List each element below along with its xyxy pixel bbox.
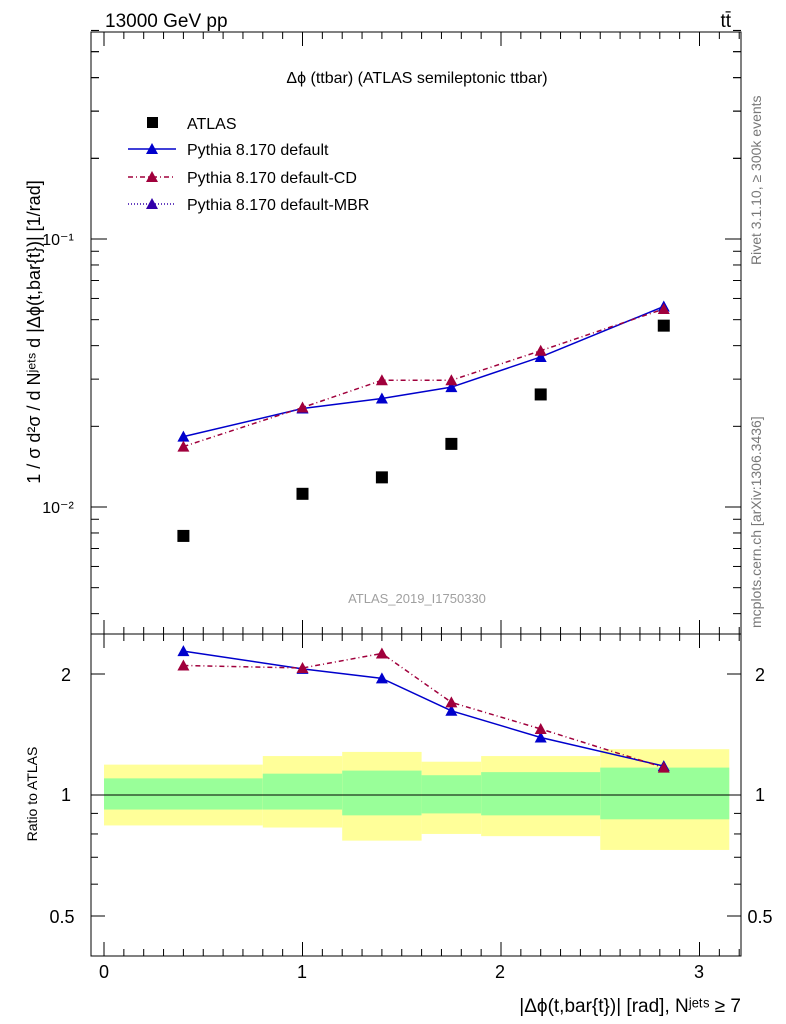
legend-marker-default-mbr [146, 198, 158, 209]
ratio-plot-frame [90, 633, 742, 957]
ratio-series-point-1 [375, 647, 388, 659]
ratio-y-tick-0p5-right: 0.5 [747, 907, 772, 927]
legend-marker-default-cd [146, 171, 158, 182]
ratio-y-tick-2-left: 2 [61, 665, 71, 685]
main-series-point-2 [296, 401, 309, 413]
ratio-y-tick-0p5-left: 0.5 [49, 907, 74, 927]
main-series-point-1 [445, 381, 458, 393]
ratio-series-point-1 [445, 696, 458, 708]
ratio-band-inner [421, 775, 482, 814]
energy-label: 13000 GeV pp [105, 11, 228, 32]
ratio-series-point-1 [177, 659, 190, 671]
ratio-series-point-0 [534, 731, 547, 743]
rivet-label: Rivet 3.1.10, ≥ 300k events [748, 95, 764, 265]
ratio-y-tick-1-right: 1 [755, 785, 765, 805]
legend-label-atlas: ATLAS [187, 116, 237, 133]
main-y-axis-label: 1 / σ d²σ / d Nʲᵉᵗˢ d |Δϕ(t,bar{t})| [1/… [24, 180, 44, 483]
atlas-data-point [375, 471, 388, 484]
ratio-series-line-1 [183, 652, 664, 769]
ratio-y-tick-2-right: 2 [755, 665, 765, 685]
analysis-watermark: ATLAS_2019_I1750330 [348, 591, 486, 606]
y-tick-label-0p01: 10⁻² [42, 500, 74, 517]
ratio-series-point-0 [375, 672, 388, 684]
legend: ATLAS Pythia 8.170 default Pythia 8.170 … [128, 116, 369, 214]
main-series-line-2 [183, 308, 665, 448]
main-series-point-2 [534, 344, 547, 356]
atlas-data-point [296, 487, 309, 500]
main-series-point-2 [177, 440, 190, 452]
y-tick-label-0p1: 10⁻¹ [42, 232, 74, 249]
source-label: mcplots.cern.ch [arXiv:1306.3436] [748, 416, 764, 628]
legend-label-default-cd: Pythia 8.170 default-CD [187, 170, 357, 187]
atlas-data-point [534, 388, 547, 401]
main-series-line-1 [183, 305, 665, 438]
x-tick-label-3: 3 [694, 962, 704, 982]
ratio-y-axis-label: Ratio to ATLAS [24, 747, 40, 842]
main-plot: Δϕ (ttbar) (ATLAS semileptonic ttbar) AT… [24, 29, 742, 635]
process-label: tt̄ [720, 11, 731, 32]
x-axis-label: |Δϕ(t,bar{t})| [rad], Nʲᵉᵗˢ ≥ 7 [519, 996, 741, 1017]
ratio-plot: Ratio to ATLAS 2 1 0.5 2 1 0.5 0 1 2 3 |… [24, 633, 773, 1017]
ratio-series-point-1 [534, 722, 547, 734]
ratio-series-point-0 [445, 704, 458, 716]
atlas-data-point [445, 437, 458, 450]
ratio-series-point-1 [296, 661, 309, 673]
legend-marker-default [146, 143, 158, 154]
ratio-series-point-1 [657, 761, 670, 773]
x-tick-label-1: 1 [297, 962, 307, 982]
ratio-band-inner [262, 773, 343, 810]
main-series-point-2 [375, 374, 388, 386]
main-series-point-1 [534, 350, 547, 362]
ratio-series-line-0 [183, 650, 664, 767]
legend-marker-atlas [147, 117, 158, 128]
ratio-band-inner [104, 778, 263, 810]
ratio-y-tick-1-left: 1 [61, 785, 71, 805]
ratio-band-inner [600, 767, 730, 820]
ratio-series-point-0 [177, 645, 190, 657]
main-series-point-1 [375, 392, 388, 404]
main-series-point-2 [657, 303, 670, 315]
atlas-data-point [177, 529, 190, 542]
legend-label-default: Pythia 8.170 default [187, 142, 329, 159]
ratio-band-inner [342, 770, 422, 816]
x-tick-label-2: 2 [495, 962, 505, 982]
main-series-point-2 [445, 374, 458, 386]
atlas-data-point [657, 319, 670, 332]
legend-label-default-mbr: Pythia 8.170 default-MBR [187, 197, 369, 214]
ratio-band-inner [481, 772, 601, 816]
main-series-point-1 [177, 430, 190, 442]
main-title: Δϕ (ttbar) (ATLAS semileptonic ttbar) [286, 70, 547, 87]
x-tick-label-0: 0 [99, 962, 109, 982]
